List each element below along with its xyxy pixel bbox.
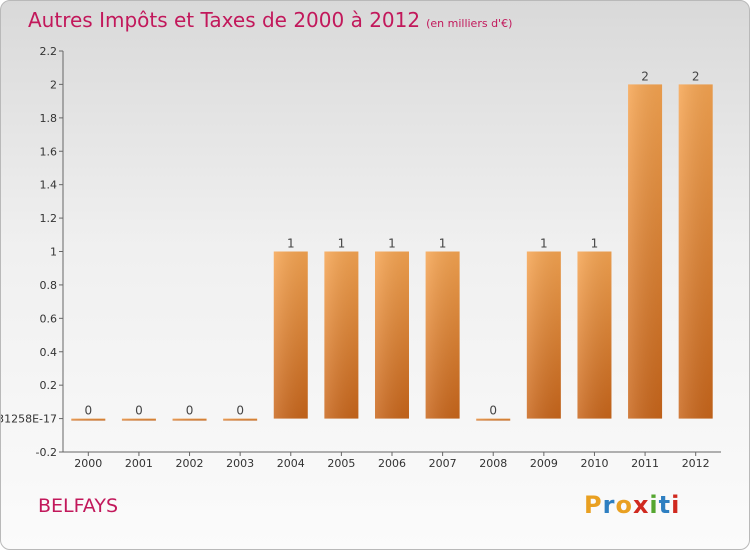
bar-shade xyxy=(172,418,207,421)
value-label: 0 xyxy=(236,404,244,418)
value-label: 1 xyxy=(338,237,346,251)
bar-shade xyxy=(71,418,106,421)
x-tick-label: 2010 xyxy=(580,457,608,470)
bar-shade xyxy=(121,418,156,421)
bar-shade xyxy=(577,251,612,419)
y-tick-label: 2 xyxy=(50,78,57,91)
bar-shade xyxy=(375,251,409,419)
value-label: 2 xyxy=(692,69,700,83)
proxiti-logo[interactable]: Proxiti xyxy=(584,491,680,519)
y-tick-label: 0.2 xyxy=(40,379,58,392)
x-tick-label: 2001 xyxy=(125,457,153,470)
y-tick-label: 0.4 xyxy=(40,346,58,359)
x-tick-label: 2008 xyxy=(479,457,507,470)
x-tick-label: 2005 xyxy=(327,457,355,470)
value-label: 0 xyxy=(84,404,92,418)
x-tick-label: 2004 xyxy=(277,457,305,470)
value-label: 1 xyxy=(388,237,396,251)
logo-letter: i xyxy=(649,491,659,519)
y-tick-label: 0.8 xyxy=(40,279,58,292)
value-label: 1 xyxy=(540,237,548,251)
y-tick-label: 1.6 xyxy=(40,145,58,158)
x-tick-label: 2007 xyxy=(429,457,457,470)
logo-letter: x xyxy=(632,491,650,519)
bar-shade xyxy=(476,418,511,421)
x-tick-label: 2000 xyxy=(74,457,102,470)
bar-shade xyxy=(425,251,460,419)
value-label: 0 xyxy=(186,404,194,418)
y-tick-label: 0.6 xyxy=(40,312,58,325)
y-tick-label: 1.8 xyxy=(40,112,58,125)
chart-title-text: Autres Impôts et Taxes de 2000 à 2012 xyxy=(28,8,421,32)
x-tick-label: 2012 xyxy=(682,457,710,470)
logo-letter: r xyxy=(602,491,616,519)
logo-letter: o xyxy=(615,491,633,519)
x-tick-label: 2002 xyxy=(176,457,204,470)
x-tick-label: 2003 xyxy=(226,457,254,470)
commune-name: BELFAYS xyxy=(38,495,118,517)
value-label: 1 xyxy=(591,237,599,251)
logo-letter: P xyxy=(584,491,603,519)
x-tick-label: 2009 xyxy=(530,457,558,470)
y-tick-label: 1.2 xyxy=(40,212,58,225)
y-tick-label: 1 xyxy=(50,246,57,259)
value-label: 1 xyxy=(439,237,447,251)
bars xyxy=(71,84,713,421)
y-tick-label: 1.4 xyxy=(40,179,58,192)
bar-shade xyxy=(223,418,258,421)
bar-shade xyxy=(678,84,713,419)
y-tick-label: -0.2 xyxy=(36,446,57,459)
value-label: 0 xyxy=(489,404,497,418)
logo-letter: t xyxy=(658,491,672,519)
bar-shade xyxy=(628,84,663,419)
chart-title: Autres Impôts et Taxes de 2000 à 2012 (en… xyxy=(28,8,512,32)
bar-shade xyxy=(526,251,561,419)
value-labels: 0 0 0 0 1 1 1 1 0 1 1 2 2 xyxy=(84,69,699,417)
bar-shade xyxy=(273,251,308,419)
value-label: 0 xyxy=(135,404,143,418)
value-label: 1 xyxy=(287,237,295,251)
x-tick-label: 2006 xyxy=(378,457,406,470)
bar-shade xyxy=(324,251,359,419)
axes: -0.2 -5.5511151231258E-17 0.2 0.4 0.6 0.8 1 1.2… xyxy=(1,45,721,470)
value-label: 2 xyxy=(641,69,649,83)
chart-subtitle: (en milliers d'€) xyxy=(426,17,513,30)
y-tick-label: 2.2 xyxy=(40,45,58,58)
logo-letter: i xyxy=(671,491,681,519)
y-tick-label: -5.5511151231258E-17 xyxy=(1,413,57,426)
x-tick-label: 2011 xyxy=(631,457,659,470)
